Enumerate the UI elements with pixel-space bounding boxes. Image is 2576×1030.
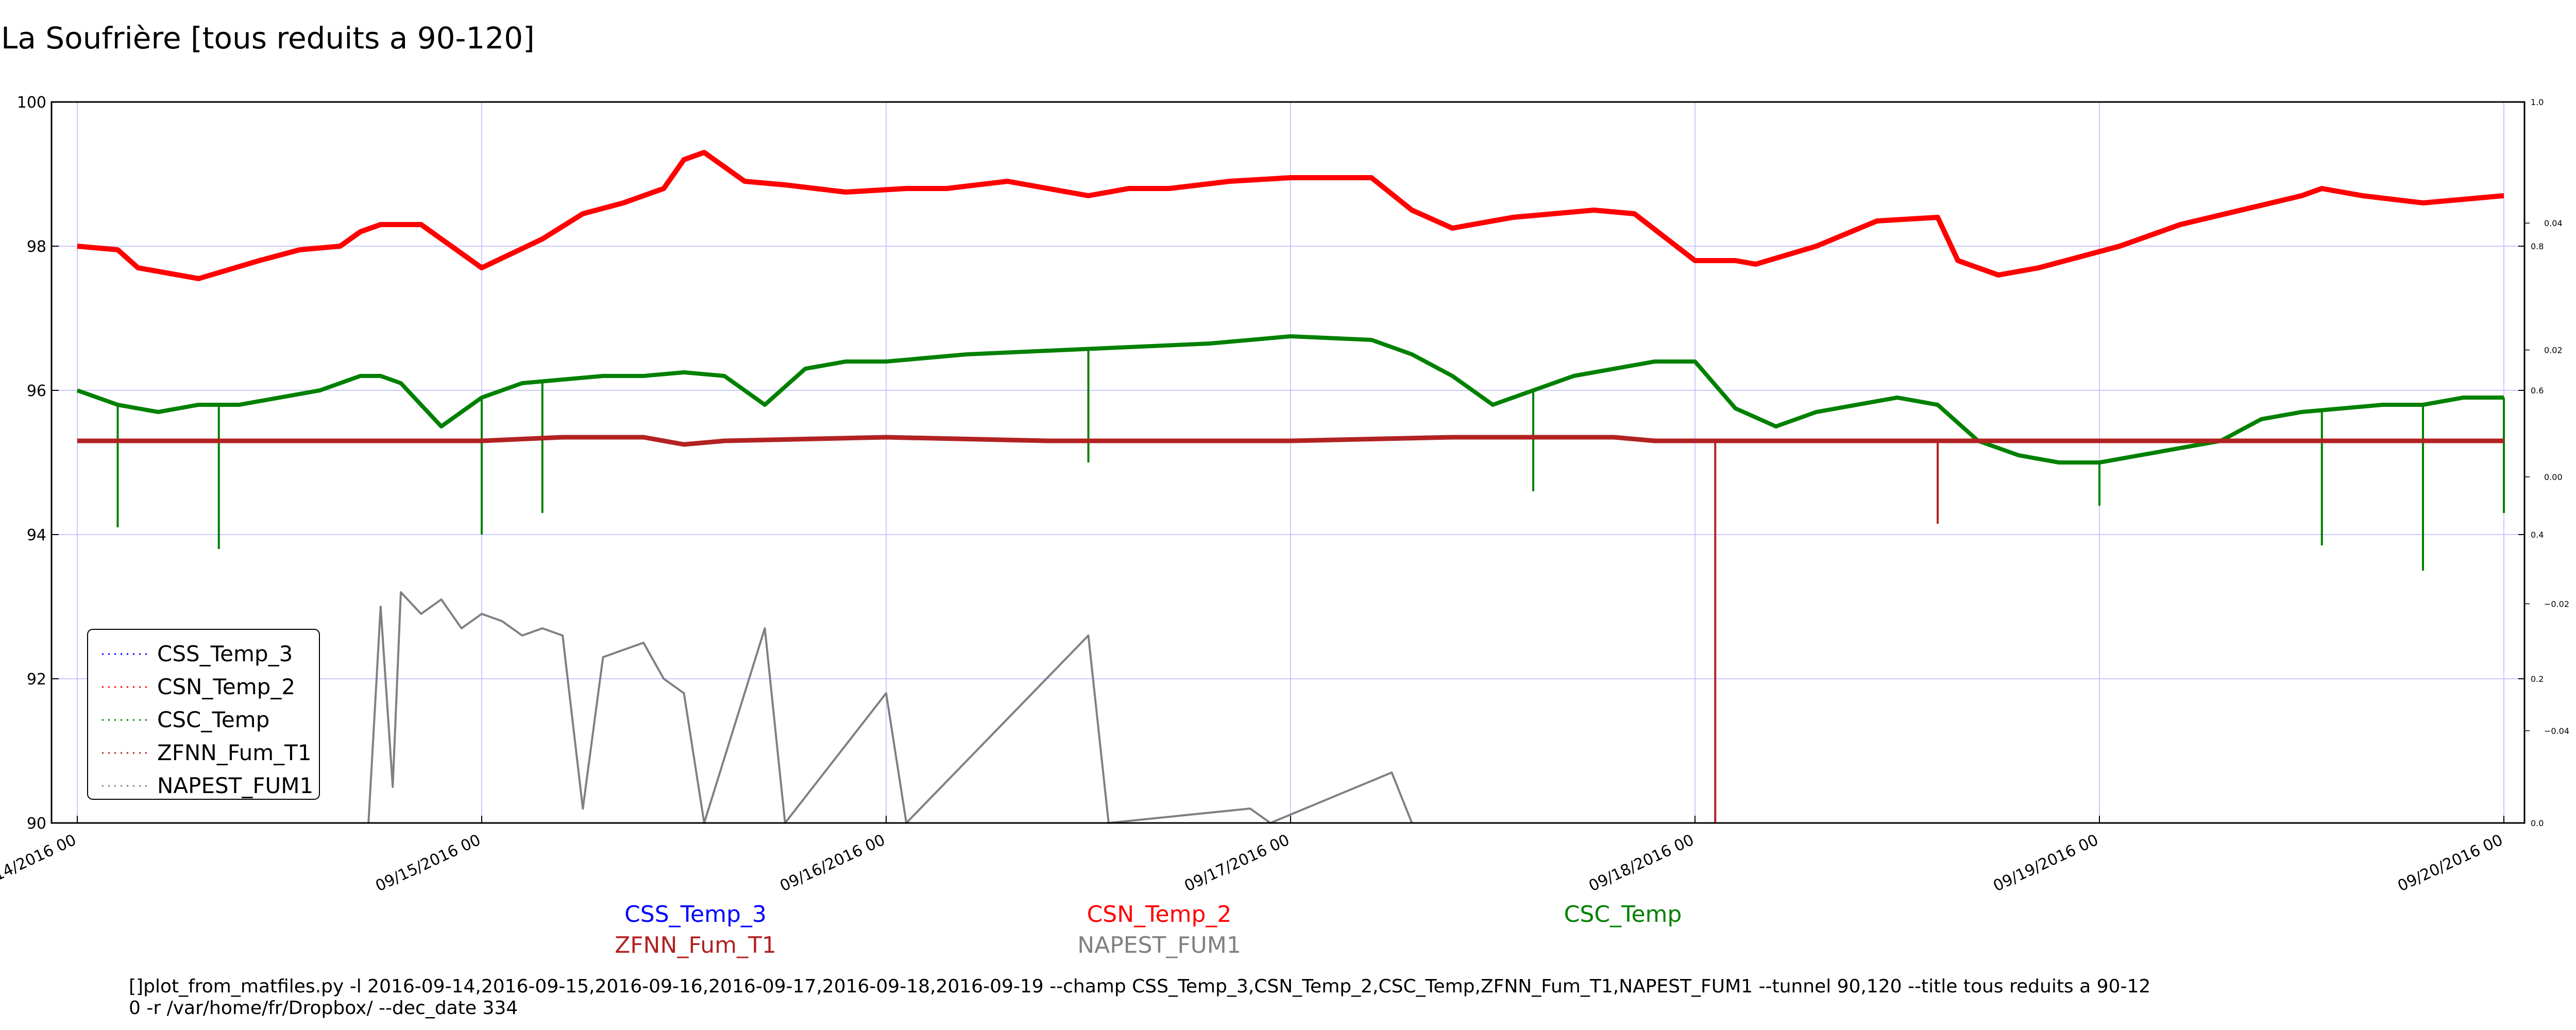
grid-lines [52, 101, 2524, 823]
right-tick-label: 0.2 [2531, 674, 2544, 684]
right-tick-label: 0.8 [2531, 242, 2544, 251]
command-line-1: []plot_from_matfiles.py -l 2016-09-14,20… [129, 976, 2151, 997]
series-line [77, 150, 2504, 281]
legend-entry: CSS_Temp_3 [157, 641, 293, 666]
legend-entry: NAPEST_FUM1 [157, 773, 313, 798]
command-line-2: 0 -r /var/home/fr/Dropbox/ --dec_date 33… [129, 998, 518, 1019]
x-tick-label: 09/15/2016 00 [373, 831, 484, 896]
series-lines [76, 150, 2505, 824]
command-line: []plot_from_matfiles.py -l 2016-09-14,20… [129, 976, 2150, 1019]
legend: CSS_Temp_3 CSN_Temp_2 CSC_Temp ZFNN_Fum_T1 N… [87, 629, 320, 800]
right-tick-label: 1.0 [2531, 97, 2544, 107]
right-tick-label: 0.6 [2531, 386, 2544, 396]
y-tick-label: 90 [27, 815, 46, 833]
series-label-css-temp-3: CSS_Temp_3 [624, 901, 767, 928]
plot-frame [50, 101, 2526, 824]
legend-entry: CSC_Temp [157, 707, 269, 732]
y-tick-label: 92 [27, 671, 46, 689]
right-inner-tick-label: 0.00 [2544, 472, 2563, 482]
x-tick-label: 09/16/2016 00 [777, 831, 888, 896]
x-tick-label: 09/19/2016 00 [1991, 831, 2102, 896]
y-tick-label: 98 [27, 238, 46, 256]
right-tick-label: 0.4 [2531, 530, 2544, 540]
series-label-csn-temp-2: CSN_Temp_2 [1087, 901, 1232, 928]
series-label-csc-temp: CSC_Temp [1564, 901, 1682, 928]
right-inner-tick-label: 0.04 [2544, 218, 2563, 228]
legend-entry: ZFNN_Fum_T1 [157, 740, 312, 765]
y-tick-label: 100 [17, 94, 46, 112]
right-inner-tick-label: −0.02 [2544, 599, 2569, 609]
x-axis: 09/14/2016 00 09/15/2016 00 09/16/2016 00 0… [0, 816, 2505, 895]
series-label-zfnn-fum-t1: ZFNN_Fum_T1 [615, 932, 776, 958]
right-inner-tick-label: 0.02 [2544, 346, 2563, 355]
right-axis: 0.0 0.2 0.4 0.6 0.8 1.0 −0.04 −0.02 0.00 0.02 0.04 [2518, 97, 2569, 828]
series-label-napest-fum1: NAPEST_FUM1 [1077, 932, 1241, 958]
y-tick-label: 94 [27, 526, 46, 544]
series-line [367, 591, 1413, 824]
x-tick-label: 09/14/2016 00 [0, 831, 79, 896]
series-line [76, 334, 2504, 465]
x-tick-label: 09/17/2016 00 [1182, 831, 1293, 896]
y-axis: 90 92 94 96 98 100 [17, 94, 59, 833]
x-tick-label: 09/18/2016 00 [1586, 831, 1697, 896]
legend-box [87, 629, 320, 800]
legend-entry: CSN_Temp_2 [157, 674, 295, 699]
right-tick-label: 0.0 [2531, 818, 2544, 828]
series-line [77, 435, 2504, 447]
y-tick-label: 96 [27, 382, 46, 400]
right-inner-tick-label: −0.04 [2544, 726, 2569, 736]
chart-canvas: 90 92 94 96 98 100 09/14/2016 00 09/15/2016 00… [0, 94, 2569, 895]
x-tick-label: 09/20/2016 00 [2395, 831, 2506, 896]
chart-title: La Soufrière [tous reduits a 90-120] [1, 21, 535, 56]
